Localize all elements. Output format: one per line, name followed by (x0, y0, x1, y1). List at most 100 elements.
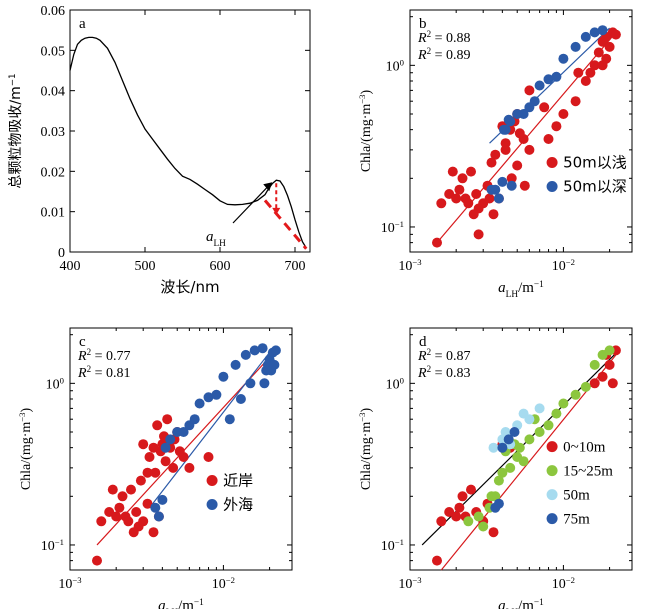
data-point (497, 467, 508, 478)
y-axis-label: Chla/(mg·m−3) (17, 408, 34, 491)
data-point (162, 414, 173, 425)
data-point (211, 389, 222, 400)
data-point (518, 408, 529, 419)
legend-label: 0~10m (563, 440, 606, 456)
data-point (551, 408, 562, 419)
data-point (585, 67, 596, 78)
legend-marker (206, 498, 218, 510)
panel-letter: d (419, 334, 427, 350)
data-point (589, 378, 600, 389)
annotation-alh: aLH (206, 229, 226, 249)
x-tick-label: 10−3 (58, 575, 81, 592)
data-point (203, 392, 214, 403)
legend-label: 50m (563, 488, 590, 504)
data-point (597, 25, 608, 36)
data-point (463, 516, 474, 527)
panel-letter: c (79, 334, 86, 350)
y-axis-label: 总颗粒物吸收/m−1 (8, 73, 24, 188)
y-tick-label: 0.05 (41, 44, 66, 59)
legend-marker (206, 474, 218, 486)
data-point (144, 452, 155, 462)
legend-label: 近岸 (223, 471, 253, 489)
data-point (534, 427, 545, 437)
data-point (466, 484, 476, 495)
data-point (203, 452, 214, 462)
data-point (235, 394, 246, 404)
baseline-dashed-line (263, 199, 308, 250)
x-tick-label: 10−2 (212, 575, 235, 592)
legend-label: 50m以深 (563, 177, 627, 195)
data-point (493, 475, 504, 486)
data-point (493, 193, 504, 204)
legend-label: 50m以浅 (563, 153, 627, 171)
data-point (490, 149, 501, 160)
data-point (573, 67, 584, 78)
absorption-curve (69, 36, 307, 249)
data-point (488, 209, 499, 220)
x-tick-label: 600 (210, 259, 231, 274)
annotation-arrow (232, 185, 269, 224)
data-point (503, 114, 514, 125)
data-point (473, 229, 484, 240)
data-point (123, 516, 134, 527)
panel-b: 10−3 10−2 10−1 100 b aLH/m−1 Chla/(mg·m−3) R2 =… (357, 9, 633, 300)
r-squared-label: R2 = 0.88 (417, 29, 470, 46)
panel-d: 10−3 10−2 10−1 100 d aLH/m−1 Chla/(mg·m−3) R2 =… (357, 327, 633, 609)
data-point (551, 71, 562, 82)
data-point (189, 414, 200, 425)
data-point (218, 371, 229, 382)
data-point (543, 134, 554, 144)
data-point (478, 521, 489, 532)
legend-label: 外海 (223, 495, 253, 513)
legend-label: 75m (563, 512, 590, 528)
data-point (497, 176, 508, 187)
data-point (518, 456, 529, 467)
data-point (551, 121, 562, 132)
legend-label: 15~25m (563, 464, 613, 480)
legend-marker (546, 441, 558, 453)
data-point (534, 80, 545, 91)
x-axis-label: 波长/nm (160, 278, 219, 296)
y-tick-label: 0 (58, 246, 65, 261)
data-point (160, 442, 171, 453)
data-point (604, 345, 615, 356)
data-point (589, 359, 600, 370)
data-point (269, 359, 280, 370)
data-point (514, 442, 525, 453)
x-axis-label: aLH/m−1 (158, 598, 204, 609)
data-point (454, 502, 465, 513)
peak-arrowhead (272, 207, 281, 215)
data-point (468, 209, 479, 220)
data-point (142, 467, 153, 478)
data-point (92, 555, 102, 566)
plot-frame (69, 327, 293, 571)
data-point (580, 381, 591, 392)
y-tick-label: 100 (46, 375, 64, 392)
data-point (534, 403, 545, 414)
data-point (484, 193, 495, 204)
data-point (259, 378, 270, 389)
data-point (558, 53, 569, 64)
x-tick-label: 400 (60, 259, 81, 274)
data-point (503, 434, 514, 445)
r-squared-label: R2 = 0.77 (77, 347, 130, 364)
data-point (436, 198, 447, 209)
y-tick-label: 10−1 (41, 537, 64, 554)
data-point (194, 398, 205, 409)
data-point (148, 527, 159, 538)
data-point (543, 74, 554, 85)
data-point (471, 189, 482, 199)
data-point (224, 414, 235, 425)
data-point (604, 359, 615, 370)
data-point (607, 378, 618, 389)
y-tick-label: 100 (386, 57, 404, 74)
r-squared-label: R2 = 0.89 (417, 46, 470, 63)
x-tick-label: 10−3 (398, 257, 421, 274)
plot-frame (409, 9, 633, 253)
data-point (580, 31, 591, 42)
data-point (597, 60, 608, 71)
legend-marker (546, 180, 558, 192)
y-tick-label: 10−1 (381, 537, 404, 554)
y-tick-label: 0.03 (41, 125, 66, 140)
data-point (570, 96, 581, 107)
